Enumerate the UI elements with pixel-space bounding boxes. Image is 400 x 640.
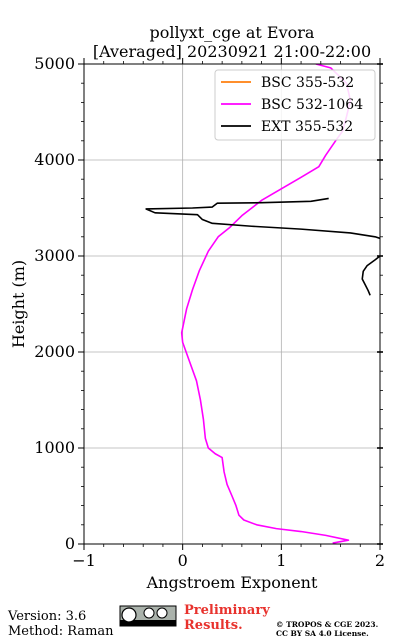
- y-axis-label: Height (m): [9, 260, 28, 348]
- y-tick-label: 1000: [34, 438, 75, 457]
- preliminary-line1: Preliminary: [184, 603, 270, 618]
- legend: BSC 355-532 BSC 532-1064 EXT 355-532: [214, 69, 376, 141]
- copyright-line2: CC BY SA 4.0 License.: [276, 629, 369, 638]
- x-tick-label: 0: [178, 551, 188, 570]
- series-layer: [145, 64, 380, 544]
- legend-label: EXT 355-532: [261, 119, 353, 135]
- cc-by-sa-logo: [119, 605, 177, 627]
- by-icon: [143, 607, 155, 619]
- x-tick-label: −1: [72, 551, 96, 570]
- copyright-line1: © TROPOS & CGE 2023.: [276, 620, 378, 629]
- legend-box: [214, 69, 376, 141]
- series-line-ext-355-532: [145, 197, 380, 296]
- chart-title: pollyxt_cge at Evora: [150, 23, 315, 42]
- x-tick-label: 1: [276, 551, 286, 570]
- x-axis-label: Angstroem Exponent: [146, 573, 318, 592]
- plot-frame: [83, 63, 381, 545]
- preliminary-line2: Results.: [184, 618, 243, 633]
- legend-label: BSC 355-532: [261, 75, 354, 91]
- y-tick-label: 2000: [34, 342, 75, 361]
- series-line-bsc-532-1064: [180, 64, 352, 544]
- sa-icon: [156, 607, 168, 619]
- y-tick-label: 3000: [34, 246, 75, 265]
- y-tick-label: 5000: [34, 54, 75, 73]
- cc-icon: [121, 607, 137, 623]
- y-tick-label: 4000: [34, 150, 75, 169]
- legend-label: BSC 532-1064: [261, 97, 363, 113]
- version-text: Version: 3.6: [7, 609, 86, 624]
- x-tick-label: 2: [375, 551, 385, 570]
- y-tick-label: 0: [65, 534, 75, 553]
- method-text: Method: Raman: [8, 624, 114, 639]
- chart-subtitle: [Averaged] 20230921 21:00-22:00: [93, 42, 371, 61]
